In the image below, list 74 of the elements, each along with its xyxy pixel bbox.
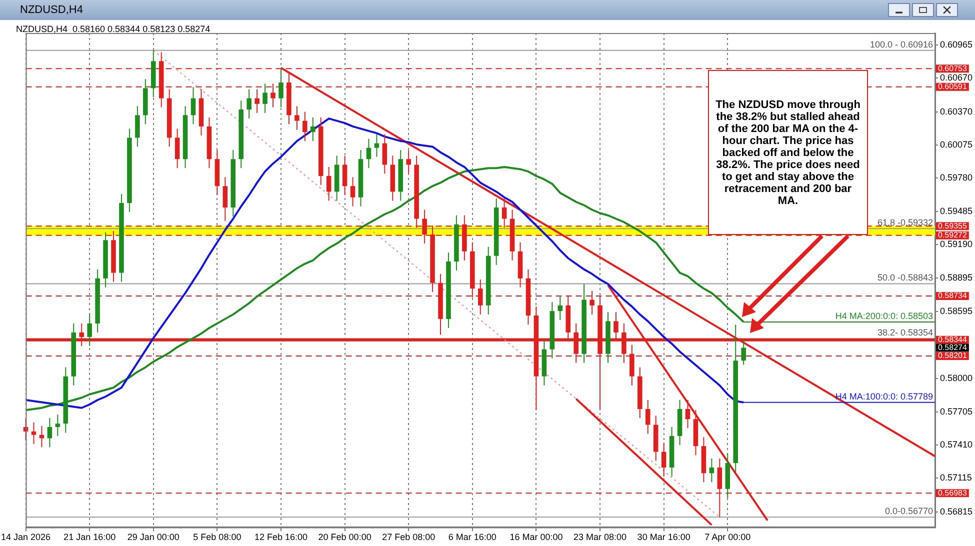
- x-tick-label: 6 Mar 16:00: [448, 532, 496, 542]
- candlestick: [55, 414, 60, 437]
- y-tick-label: 0.58595: [940, 306, 973, 316]
- ref-line-label: 0.59355: [938, 221, 968, 230]
- x-tick-label: 23 Mar 08:00: [574, 532, 627, 542]
- candlestick: [222, 176, 228, 222]
- y-tick-label: 0.59780: [940, 172, 973, 183]
- candlestick: [294, 106, 300, 130]
- candlestick: [246, 88, 252, 120]
- candlestick: [406, 150, 411, 174]
- candlestick: [278, 68, 284, 108]
- y-tick-label: 0.57410: [940, 440, 973, 450]
- y-tick-label: 0.58895: [940, 272, 973, 282]
- chart-subtitle: NZDUSD,H4 0.58160 0.58344 0.58123 0.58274: [16, 24, 210, 34]
- x-tick-label: 30 Mar 16:00: [637, 532, 690, 542]
- ref-line-label: 0.58344: [938, 335, 968, 344]
- callout-box: The NZDUSD move through the 38.2% but stalled ahead of the 200 bar MA on the 4-hour chart. The price has backed off and below the 38.2%. The price does need to get and stay above the retracement and 200 bar MA.: [708, 70, 868, 235]
- text: 0.58274: [938, 342, 968, 352]
- x-tick-label: 16 Mar 00:00: [510, 532, 563, 542]
- text: H4 MA:200:0:0: 0.58503: [835, 310, 933, 321]
- candlestick: [342, 155, 348, 196]
- candlestick: [709, 458, 714, 483]
- y-tick-label: 0.60670: [940, 72, 973, 83]
- x-tick-label: 5 Feb 08:00: [193, 532, 242, 542]
- ref-line-label: 0.56983: [938, 488, 968, 498]
- x-tick-label: 27 Feb 08:00: [382, 532, 436, 542]
- candlestick: [350, 176, 356, 207]
- ref-line-label: 0.60753: [938, 64, 968, 73]
- text: H4 MA:100:0:0: 0.57789: [835, 391, 933, 402]
- ref-line-label: 0.59272: [938, 230, 968, 240]
- ref-line-label: 0.58734: [938, 291, 968, 300]
- candlestick: [190, 86, 196, 125]
- candlestick: [661, 442, 666, 478]
- candlestick: [741, 339, 746, 366]
- candlestick: [374, 134, 380, 158]
- x-tick-label: 29 Jan 00:00: [127, 532, 180, 542]
- x-tick-label: 14 Jan 2026: [1, 532, 51, 542]
- candlestick: [645, 399, 650, 434]
- candlestick: [382, 134, 388, 174]
- candlestick: [558, 296, 563, 321]
- y-tick-label: 0.57705: [940, 406, 973, 416]
- candlestick: [310, 116, 316, 142]
- candlestick: [31, 422, 36, 444]
- candlestick: [262, 83, 268, 114]
- candlestick: [366, 138, 372, 169]
- candlestick: [302, 111, 308, 142]
- y-tick-label: 0.58000: [940, 373, 973, 384]
- y-tick-label: 0.59485: [940, 206, 973, 216]
- x-tick-label: 7 Apr 00:00: [704, 532, 751, 542]
- annotation: 61.8 -0.59332: [877, 218, 933, 228]
- x-tick-label: 12 Feb 16:00: [254, 532, 308, 542]
- y-tick-label: 0.56815: [940, 506, 973, 516]
- annotation: 50.0 -0.58843: [877, 272, 933, 283]
- ref-line-label: 0.60591: [938, 82, 968, 92]
- y-tick-label: 0.60075: [940, 139, 973, 150]
- candlestick: [87, 314, 92, 346]
- x-tick-label: 20 Feb 00:00: [318, 532, 372, 542]
- candlestick: [685, 399, 690, 429]
- y-tick-label: 0.59190: [940, 239, 973, 250]
- annotation: 100.0 - 0.60916: [870, 39, 933, 50]
- annotation: 38.2- 0.58354: [877, 328, 933, 338]
- candlestick: [135, 106, 140, 148]
- y-tick-label: 0.60370: [940, 106, 973, 116]
- chart-title: NZDUSD,H4: [20, 4, 83, 16]
- candlestick: [254, 88, 260, 114]
- y-tick-label: 0.57115: [940, 472, 972, 483]
- x-tick-label: 21 Jan 16:00: [64, 532, 116, 542]
- candlestick: [47, 418, 52, 448]
- candlestick: [39, 425, 44, 448]
- annotation: 0.0-0.56770: [884, 506, 933, 516]
- candlestick: [326, 166, 332, 202]
- ref-line-label: 0.58201: [938, 351, 968, 360]
- y-tick-label: 0.60965: [940, 39, 973, 50]
- candlestick: [174, 128, 180, 169]
